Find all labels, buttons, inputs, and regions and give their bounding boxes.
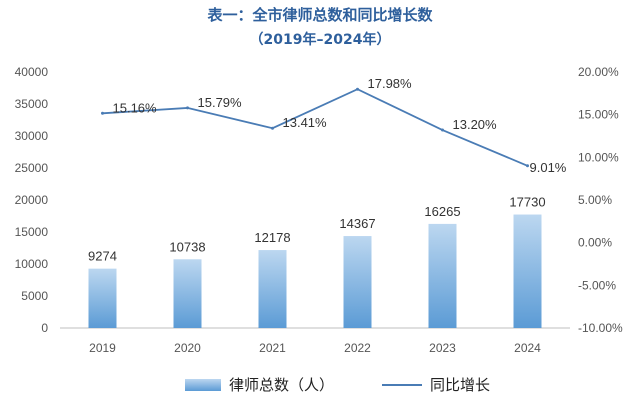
growth-value-label: 13.20%: [453, 117, 498, 132]
bar: [343, 236, 372, 328]
y-left-tick-label: 5000: [21, 289, 48, 303]
growth-point: [526, 164, 529, 168]
bar: [258, 250, 287, 328]
y-right-tick-label: 5.00%: [578, 193, 612, 207]
bar: [88, 268, 117, 328]
chart-plot: 0 5000 10000 15000 20000 25000 30000 35000 40000…: [15, 65, 623, 355]
bar-value-label: 14367: [339, 216, 375, 231]
y-right-tick-label: -5.00%: [578, 278, 616, 292]
x-tick-label: 2019: [89, 341, 116, 355]
legend-line-label: 同比增长: [430, 376, 491, 394]
legend-line-swatch: [382, 383, 422, 386]
bar-value-label: 10738: [169, 239, 205, 254]
bar: [428, 223, 457, 328]
bar: [513, 214, 542, 328]
y-right-tick-label: 10.00%: [578, 150, 619, 164]
growth-value-label: 9.01%: [530, 160, 567, 175]
growth-value-label: 15.16%: [113, 100, 158, 115]
bar-value-label: 9274: [88, 249, 117, 264]
legend-bar-label: 律师总数（人）: [229, 376, 335, 394]
y-left-tick-label: 30000: [15, 129, 49, 143]
growth-point: [186, 106, 189, 110]
y-right-tick-label: 0.00%: [578, 236, 612, 250]
x-tick-label: 2021: [259, 341, 286, 355]
legend-bar-swatch: [185, 378, 221, 391]
y-right-tick-label: -10.00%: [578, 321, 623, 335]
y-left-tick-label: 25000: [15, 161, 49, 175]
legend-item-line: 同比增长: [382, 374, 490, 395]
growth-value-label: 17.98%: [368, 76, 413, 91]
chart-legend: 律师总数（人） 同比增长: [0, 374, 640, 396]
bar-value-label: 12178: [254, 230, 290, 245]
y-right-tick-label: 20.00%: [578, 65, 619, 79]
x-tick-label: 2020: [174, 341, 201, 355]
y-left-tick-label: 20000: [15, 193, 49, 207]
y-left-tick-label: 40000: [15, 65, 49, 79]
y-right-tick-label: 15.00%: [578, 108, 619, 122]
bar-value-label: 17730: [509, 195, 545, 210]
growth-value-label: 15.79%: [198, 95, 243, 110]
y-left-tick-label: 0: [41, 321, 48, 335]
bar: [173, 259, 202, 328]
chart-subtitle: （2019年–2024年）: [249, 32, 391, 48]
bar-value-label: 16265: [424, 204, 460, 219]
growth-point: [441, 128, 444, 132]
x-tick-label: 2022: [344, 341, 371, 355]
y-left-tick-label: 15000: [15, 225, 49, 239]
x-tick-label: 2024: [514, 341, 541, 355]
growth-line: [102, 88, 528, 167]
y-left-tick-label: 35000: [15, 97, 49, 111]
chart-title: 表一：全市律师总数和同比增长数: [207, 6, 433, 24]
y-left-tick-label: 10000: [15, 257, 49, 271]
growth-value-label: 13.41%: [283, 115, 328, 130]
growth-point: [356, 87, 359, 91]
growth-point: [101, 111, 104, 115]
legend-item-bars: 律师总数（人）: [185, 374, 334, 395]
growth-point: [271, 126, 274, 130]
x-tick-label: 2023: [429, 341, 456, 355]
